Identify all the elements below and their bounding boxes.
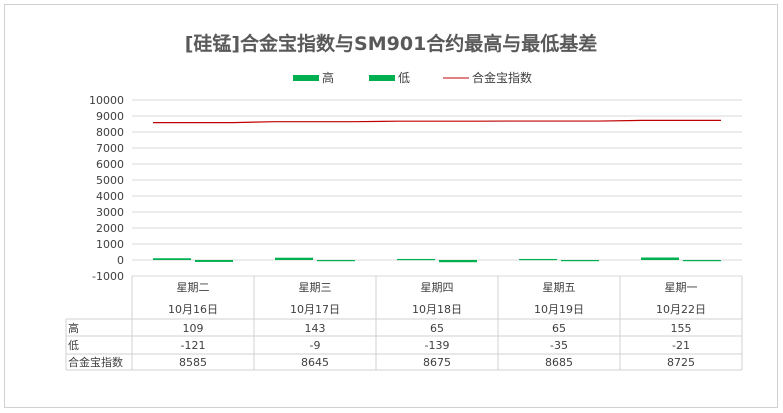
table-cell-value: 8675 <box>423 356 451 369</box>
date-label: 10月16日 <box>168 303 218 316</box>
chart-title: [硅锰]合金宝指数与SM901合约最高与最低基差 <box>185 32 598 55</box>
y-tick-label: 9000 <box>96 110 124 123</box>
gridlines <box>132 99 742 277</box>
y-tick-label: -1000 <box>92 270 124 283</box>
index-line <box>153 119 721 124</box>
date-label: 10月17日 <box>290 303 340 316</box>
y-tick-label: 10000 <box>89 94 124 107</box>
bar-low <box>195 260 233 262</box>
date-label: 10月19日 <box>534 303 584 316</box>
y-tick-label: 3000 <box>96 206 124 219</box>
category-label: 星期五 <box>543 281 576 294</box>
y-tick-label: 0 <box>117 254 124 267</box>
table-cell-value: 8725 <box>667 356 695 369</box>
y-tick-label: 8000 <box>96 126 124 139</box>
bar-high <box>275 257 313 260</box>
bar-high <box>519 258 557 261</box>
legend-label-1: 高 <box>322 70 334 85</box>
table-row-label: 低 <box>68 339 79 352</box>
table-cell-value: -35 <box>550 339 568 352</box>
legend: 高 低 合金宝指数 <box>293 70 532 85</box>
category-label: 星期一 <box>665 281 698 294</box>
y-tick-label: 7000 <box>96 142 124 155</box>
table-cell-value: 143 <box>305 322 326 335</box>
y-tick-label: 6000 <box>96 158 124 171</box>
legend-label-3: 合金宝指数 <box>472 70 532 85</box>
table-cell-value: -21 <box>672 339 690 352</box>
table-cell-value: -9 <box>310 339 321 352</box>
legend-label-2: 低 <box>398 71 410 85</box>
table-cell-value: 65 <box>430 322 444 335</box>
category-label: 星期三 <box>299 281 332 294</box>
data-table: 星期二 10月16日 星期三 10月17日 星期四 10月18日 星期五 10月19日 星期一 1… <box>65 276 743 371</box>
table-cell-value: -139 <box>425 339 450 352</box>
legend-swatch-2 <box>369 75 395 81</box>
table-cell-value: 8685 <box>545 356 573 369</box>
table-cell-value: 109 <box>183 322 204 335</box>
legend-swatch-1 <box>293 75 319 81</box>
date-label: 10月22日 <box>656 303 706 316</box>
bar-high <box>397 258 435 261</box>
table-cell-value: -121 <box>181 339 206 352</box>
bar-high <box>641 257 679 260</box>
date-label: 10月18日 <box>412 303 462 316</box>
bar-low <box>683 260 721 262</box>
table-cell-value: 155 <box>671 322 692 335</box>
category-label: 星期二 <box>177 281 210 294</box>
bar-low <box>439 260 477 263</box>
bar-low <box>561 260 599 262</box>
bar-low <box>317 260 355 262</box>
chart-frame <box>4 4 778 408</box>
index-line-path <box>153 119 721 124</box>
y-tick-label: 1000 <box>96 238 124 251</box>
table-cell-value: 8645 <box>301 356 329 369</box>
table-row-label: 高 <box>68 321 79 335</box>
table-cell-value: 65 <box>552 322 566 335</box>
table-row-label: 合金宝指数 <box>68 355 123 369</box>
table-cell-value: 8585 <box>179 356 207 369</box>
y-tick-label: 4000 <box>96 190 124 203</box>
y-axis: 1000090008000700060005000400030002000100… <box>89 94 124 283</box>
category-label: 星期四 <box>421 281 454 294</box>
bars <box>153 257 721 263</box>
y-tick-label: 2000 <box>96 222 124 235</box>
y-tick-label: 5000 <box>96 174 124 187</box>
bar-high <box>153 258 191 260</box>
